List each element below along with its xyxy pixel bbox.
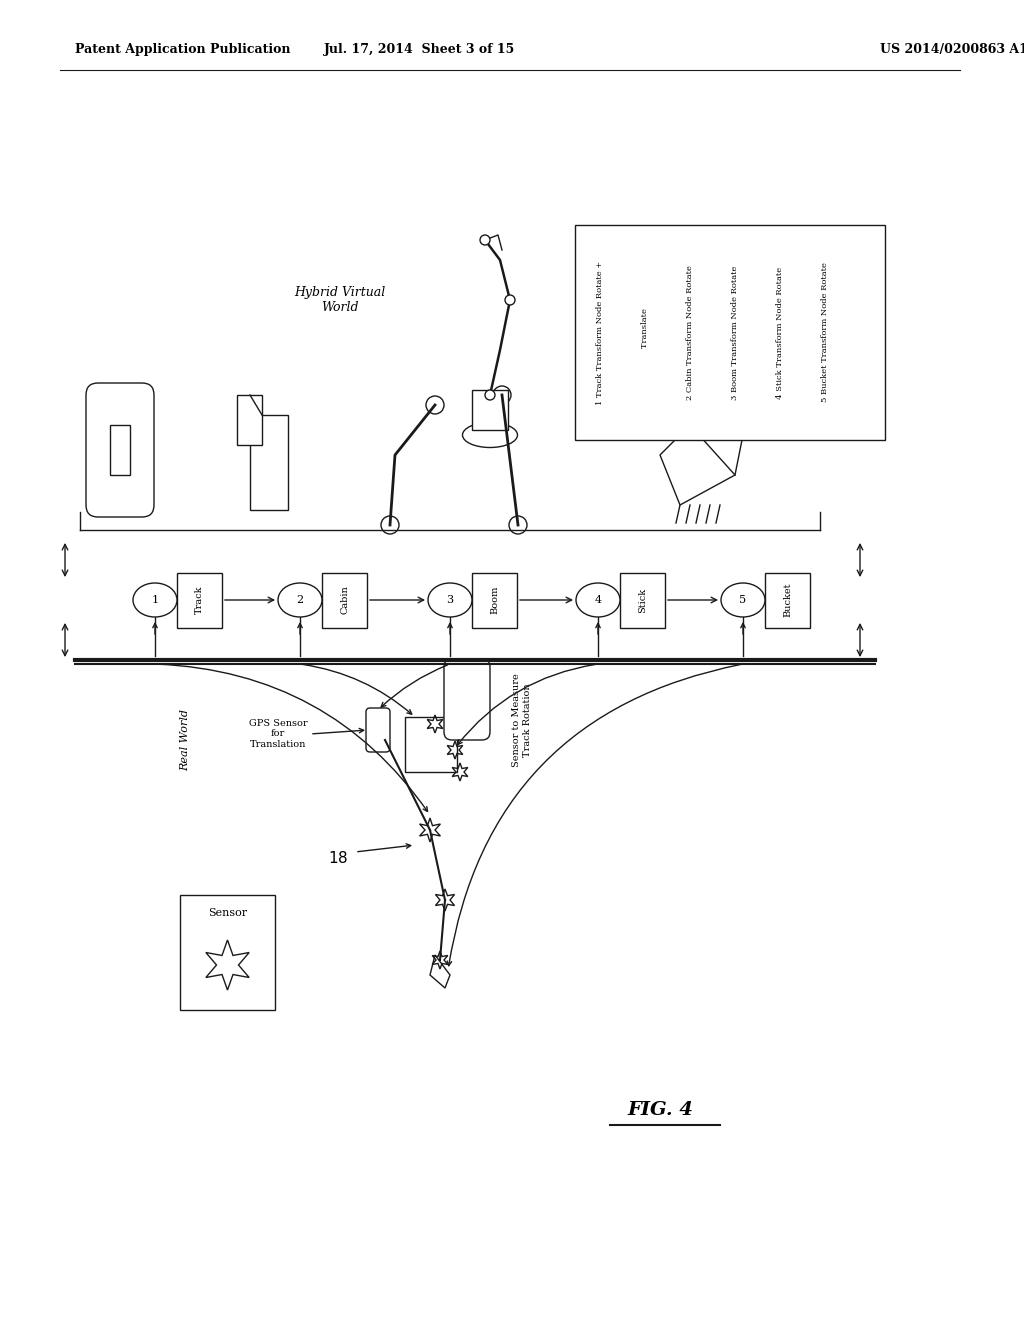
Ellipse shape xyxy=(428,583,472,616)
FancyBboxPatch shape xyxy=(86,383,154,517)
Circle shape xyxy=(505,294,515,305)
Circle shape xyxy=(681,416,699,434)
Bar xyxy=(472,389,508,430)
FancyBboxPatch shape xyxy=(366,708,390,752)
Text: 5 Bucket Transform Node Rotate: 5 Bucket Transform Node Rotate xyxy=(821,263,829,403)
Text: 2 Cabin Transform Node Rotate: 2 Cabin Transform Node Rotate xyxy=(686,265,694,400)
Text: GPS Sensor
for
Translation: GPS Sensor for Translation xyxy=(249,719,307,748)
Text: FIG. 4: FIG. 4 xyxy=(627,1101,693,1119)
Ellipse shape xyxy=(278,583,322,616)
Ellipse shape xyxy=(463,422,517,447)
Text: Boom: Boom xyxy=(490,586,499,614)
Text: 1: 1 xyxy=(152,595,159,605)
Text: Translate: Translate xyxy=(641,309,649,356)
Text: Sensor: Sensor xyxy=(208,908,247,917)
Text: Patent Application Publication: Patent Application Publication xyxy=(75,44,291,57)
Text: 4: 4 xyxy=(595,595,601,605)
Bar xyxy=(765,573,810,627)
Circle shape xyxy=(509,516,527,535)
Text: Hybrid Virtual
World: Hybrid Virtual World xyxy=(294,286,386,314)
Text: $\mathit{18}$: $\mathit{18}$ xyxy=(328,850,348,866)
Text: Sensor to Measure
Track Rotation: Sensor to Measure Track Rotation xyxy=(512,673,531,767)
Bar xyxy=(237,395,262,445)
FancyBboxPatch shape xyxy=(444,659,490,741)
Text: 1 Track Transform Node Rotate +: 1 Track Transform Node Rotate + xyxy=(596,260,604,404)
Circle shape xyxy=(493,385,511,404)
Bar xyxy=(250,414,288,510)
Ellipse shape xyxy=(575,583,620,616)
Text: 4 Stick Transform Node Rotate: 4 Stick Transform Node Rotate xyxy=(776,267,784,399)
Bar xyxy=(180,895,275,1010)
Text: Bucket: Bucket xyxy=(783,582,792,618)
Bar xyxy=(110,425,130,475)
Polygon shape xyxy=(430,954,450,987)
Text: 2: 2 xyxy=(296,595,303,605)
Text: Jul. 17, 2014  Sheet 3 of 15: Jul. 17, 2014 Sheet 3 of 15 xyxy=(325,44,516,57)
Ellipse shape xyxy=(133,583,177,616)
Bar xyxy=(575,224,885,440)
Circle shape xyxy=(480,235,490,246)
Text: Stick: Stick xyxy=(638,587,647,612)
Bar xyxy=(472,573,517,627)
Bar xyxy=(322,573,367,627)
Bar xyxy=(177,573,222,627)
Bar xyxy=(406,717,457,772)
Text: 5: 5 xyxy=(739,595,746,605)
Text: 3: 3 xyxy=(446,595,454,605)
Bar xyxy=(620,573,665,627)
Text: Cabin: Cabin xyxy=(340,586,349,614)
Text: 3 Boom Transform Node Rotate: 3 Boom Transform Node Rotate xyxy=(731,265,739,400)
Circle shape xyxy=(381,516,399,535)
Ellipse shape xyxy=(721,583,765,616)
Circle shape xyxy=(426,396,444,414)
Text: US 2014/0200863 A1: US 2014/0200863 A1 xyxy=(880,44,1024,57)
Circle shape xyxy=(485,389,495,400)
Text: Real World: Real World xyxy=(180,709,190,771)
Circle shape xyxy=(736,416,754,434)
Text: Track: Track xyxy=(195,586,204,614)
